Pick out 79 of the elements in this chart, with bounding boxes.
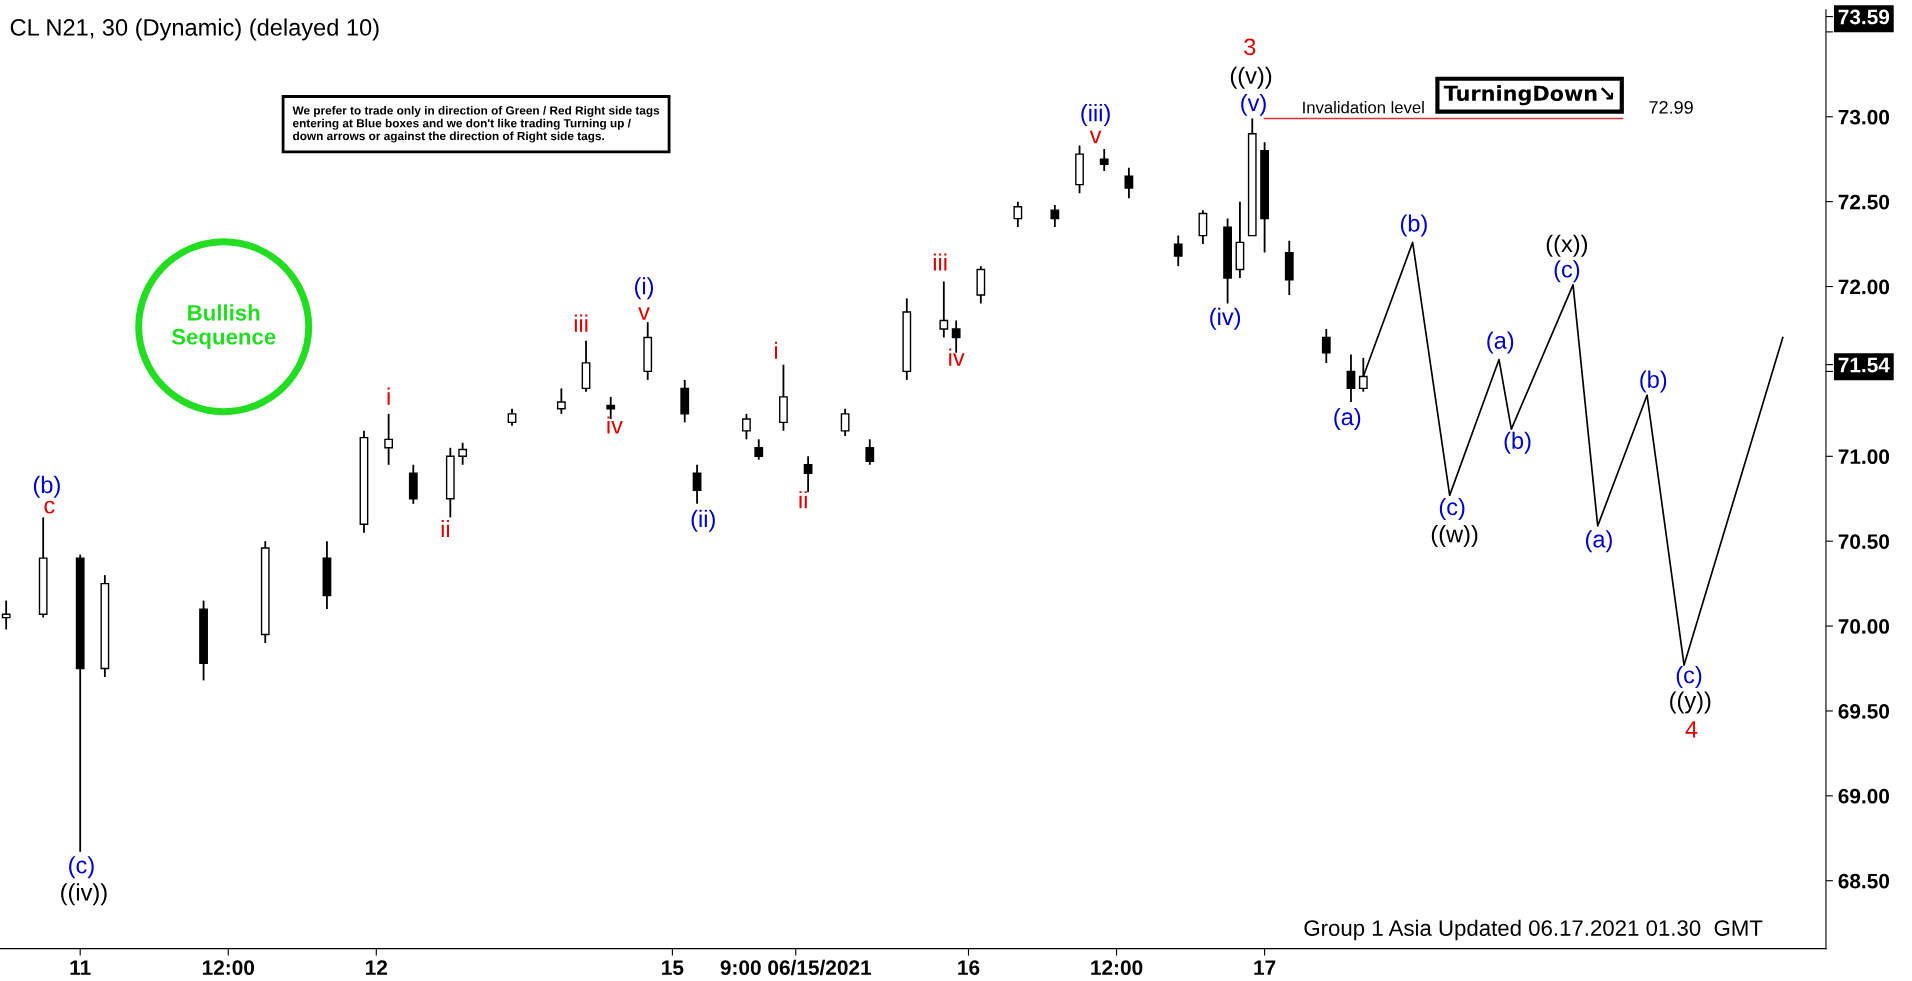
candlestick	[1346, 353, 1356, 403]
annotation: ii	[799, 491, 807, 509]
annotation: (v)	[1241, 93, 1266, 116]
annotation: ((y))	[1670, 691, 1711, 714]
annotation: i	[774, 341, 778, 359]
candlestick	[803, 455, 813, 493]
annotation: (c)	[1554, 260, 1580, 283]
annotation: (b)	[1400, 214, 1427, 237]
candlestick	[1013, 200, 1023, 229]
y-tick-label: 73.59	[1838, 9, 1890, 25]
candlestick	[840, 407, 850, 437]
candlestick	[939, 280, 949, 339]
annotation: (a)	[1487, 331, 1514, 354]
candlestick	[556, 387, 566, 415]
annotation: (b)	[1504, 431, 1531, 454]
annotation: (b)	[33, 475, 60, 498]
candlestick	[1050, 204, 1060, 229]
x-tick-label: 9:00 06/15/2021	[720, 959, 872, 976]
annotation: (b)	[1640, 370, 1667, 393]
annotation: 72.99	[1649, 100, 1693, 114]
text: 68.50	[1838, 873, 1890, 889]
annotation: ((iv))	[61, 883, 107, 906]
candlestick	[1, 599, 11, 631]
candlestick	[458, 441, 468, 466]
annotation: c	[44, 500, 55, 514]
annotation: Invalidation level	[1303, 101, 1424, 114]
candlestick	[1173, 234, 1183, 268]
candlestick	[742, 412, 751, 441]
x-tick-label: 12	[366, 960, 388, 975]
annotation: ii	[441, 519, 450, 538]
annotation: iv	[949, 348, 965, 366]
candlestick	[865, 438, 875, 466]
annotation: iii	[574, 314, 588, 332]
annotation: (i)	[635, 277, 654, 300]
text: 70.50	[1838, 534, 1890, 549]
chart-title: CL N21, 30 (Dynamic) (delayed 10)	[10, 18, 379, 41]
annotation: TurningDown↘	[1443, 84, 1614, 106]
annotation: ((x))	[1546, 234, 1588, 257]
text: 71.00	[1838, 449, 1890, 465]
x-tick-label: 12:00	[202, 960, 255, 976]
x-tick-label: 16	[958, 960, 980, 976]
annotation: (iii)	[1081, 104, 1110, 127]
text: 69.50	[1838, 703, 1890, 719]
candlestick	[754, 438, 764, 461]
annotation: (c)	[1439, 497, 1465, 520]
text: 72.00	[1838, 279, 1890, 295]
annotation: 3	[1244, 38, 1256, 56]
text: 72.50	[1838, 194, 1890, 210]
annotation: (ii)	[691, 509, 715, 532]
annotation: ((w))	[1431, 525, 1478, 548]
annotation: iii	[933, 253, 947, 271]
annotation: ((v))	[1230, 66, 1272, 89]
annotation: i	[387, 387, 390, 405]
annotation: (a)	[1334, 407, 1361, 430]
x-tick-label: 12:00	[1091, 960, 1143, 976]
text: 70.00	[1838, 619, 1890, 634]
annotation: We prefer to trade only in direction of Green / Red Right side tags entering at Blue boxes and we don't like trading Turning up / down arrows or against the direction of Right side tags.	[292, 105, 660, 143]
annotation: Group 1 Asia Updated 06.17.2021 01.30 GMT	[1304, 919, 1763, 941]
annotation: (c)	[1676, 665, 1702, 688]
candlestick	[1321, 328, 1331, 364]
annotation: v	[1089, 130, 1102, 144]
annotation: iv	[607, 416, 623, 434]
text: 73.00	[1838, 109, 1890, 125]
x-tick-label: 17	[1254, 960, 1276, 975]
annotation: (c)	[69, 856, 94, 879]
candlestick	[1099, 148, 1109, 172]
text: 69.00	[1838, 788, 1890, 804]
annotation: 4	[1685, 721, 1698, 738]
x-tick-label: 11	[70, 960, 91, 975]
annotation: (a)	[1585, 530, 1612, 553]
candlestick	[1124, 166, 1134, 200]
annotation: (iv)	[1210, 307, 1241, 330]
x-tick-label: 15	[662, 960, 684, 976]
candlestick	[692, 463, 702, 505]
y-tick-label: 71.54	[1838, 357, 1890, 373]
candlestick	[1198, 209, 1208, 245]
candlestick	[384, 412, 394, 466]
annotation: Bullish Sequence	[171, 304, 276, 349]
annotation: v	[638, 307, 650, 320]
